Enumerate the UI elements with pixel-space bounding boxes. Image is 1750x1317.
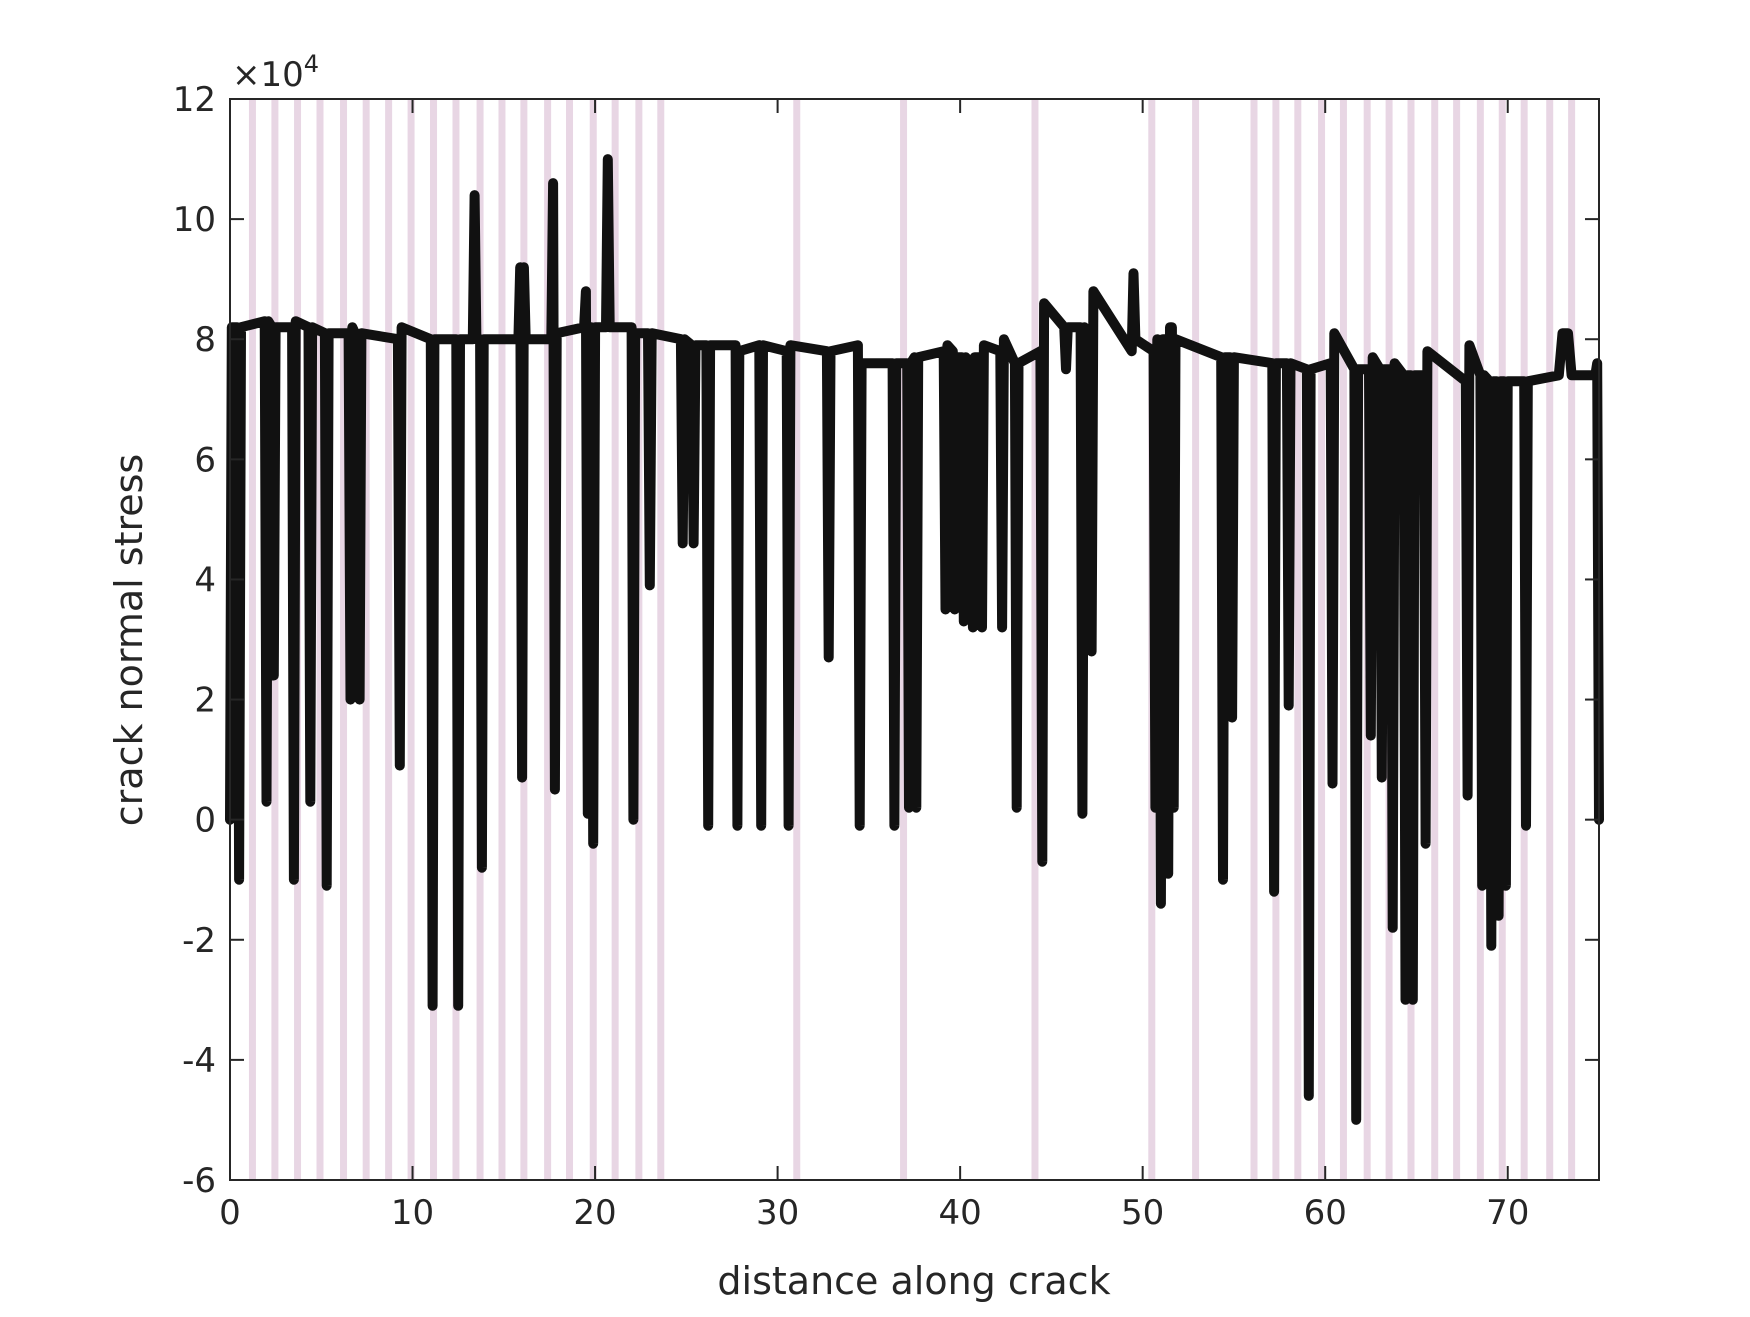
x-tick-label: 60: [1304, 1193, 1347, 1233]
y-tick-label: 2: [194, 681, 216, 721]
y-tick-label: -4: [182, 1041, 216, 1081]
x-tick-label: 50: [1121, 1193, 1164, 1233]
x-tick-label: 20: [573, 1193, 616, 1233]
y-tick-label: -6: [182, 1161, 216, 1201]
y-tick-label: -2: [182, 921, 216, 961]
x-tick-label: 40: [939, 1193, 982, 1233]
y-multiplier: ×104: [232, 50, 319, 95]
y-tick-label: 4: [194, 560, 216, 600]
multiplier-base: ×10: [232, 55, 304, 95]
axes-box: [229, 98, 1600, 1181]
x-tick-label: 10: [391, 1193, 434, 1233]
y-tick-label: 12: [173, 80, 216, 120]
x-axis-label: distance along crack: [717, 1259, 1110, 1303]
y-tick-label: 0: [194, 801, 216, 841]
y-tick-label: 6: [194, 440, 216, 480]
x-tick-label: 0: [219, 1193, 241, 1233]
y-axis-label: crack normal stress: [107, 454, 151, 826]
y-tick-label: 8: [194, 320, 216, 360]
x-tick-label: 30: [756, 1193, 799, 1233]
y-tick-label: 10: [173, 200, 216, 240]
x-tick-label: 70: [1486, 1193, 1529, 1233]
multiplier-exponent: 4: [304, 50, 319, 78]
data-line: [225, 154, 1604, 1125]
